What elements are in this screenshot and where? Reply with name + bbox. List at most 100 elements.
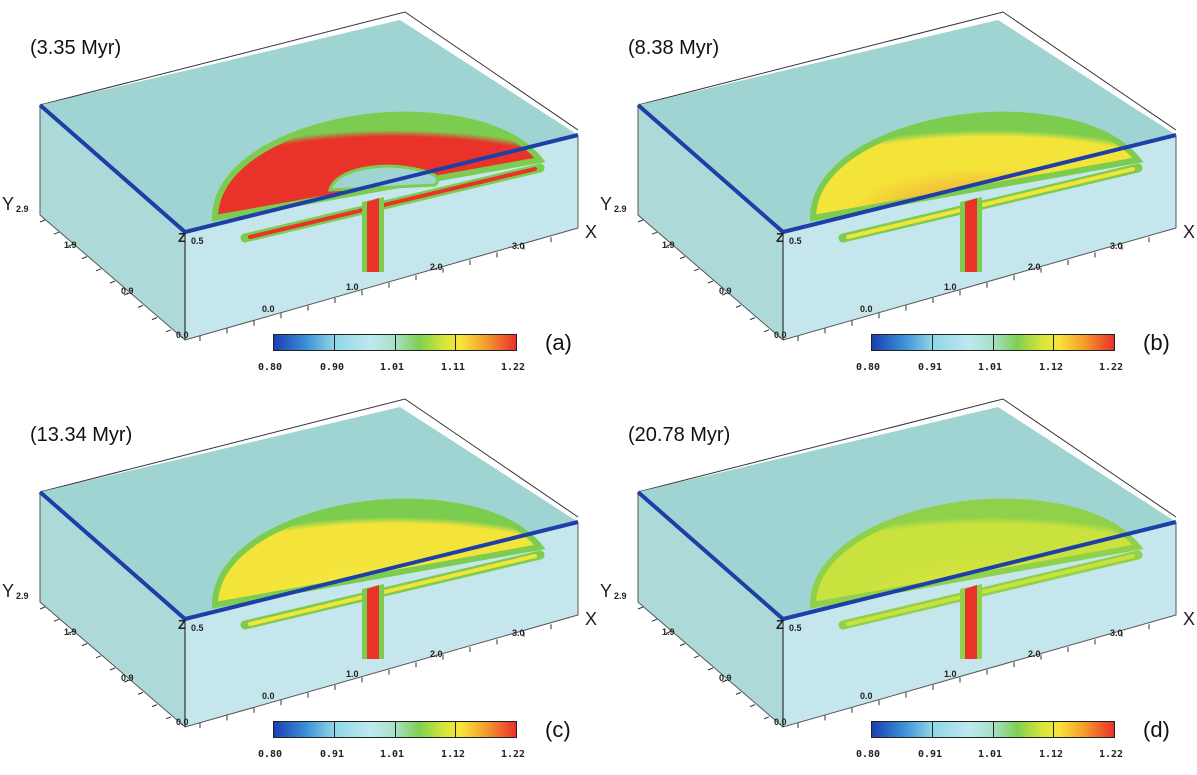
box-back-edge (637, 398, 1177, 518)
plume-ring-hole (328, 164, 440, 192)
y-tick-mark (679, 643, 686, 647)
x-tick-label: 3.0 (512, 241, 525, 251)
y-tick-mark (67, 630, 74, 634)
colorbar-tick: 0.91 (918, 749, 943, 760)
y-tick-mark (67, 243, 74, 247)
y-tick-mark (137, 304, 144, 308)
y-tick-label: 2.9 (16, 204, 29, 214)
y-tick-label: 2.9 (614, 204, 627, 214)
z-axis-label: Z (178, 617, 186, 632)
colorbar-tick: 0.91 (918, 362, 943, 373)
colorbar (871, 334, 1115, 351)
y-tick-mark (39, 606, 46, 610)
y-tick-mark (109, 667, 116, 671)
colorbar-tick: 1.01 (380, 362, 405, 373)
z-tick-label: 0.5 (789, 623, 802, 633)
x-tick-label: 2.0 (1028, 649, 1041, 659)
x-tick-label: 2.0 (430, 649, 443, 659)
x-tick-label: 0.0 (262, 304, 275, 314)
y-tick-label: 0.9 (121, 673, 134, 683)
y-tick-label: 0.0 (774, 717, 787, 727)
plume-conduit-core (965, 585, 977, 659)
colorbar-tick: 0.91 (320, 749, 345, 760)
y-tick-mark (707, 667, 714, 671)
plume-head (809, 111, 1144, 222)
plume-conduit-core (367, 585, 379, 659)
colorbar-tick: 1.22 (1099, 362, 1124, 373)
x-axis-label: X (585, 222, 597, 242)
y-tick-mark (749, 317, 756, 321)
x-tick-label: 0.0 (860, 691, 873, 701)
plume-conduit-core (367, 198, 379, 272)
x-axis-label: X (1183, 222, 1195, 242)
panel-b: X Y Z 0.5 0.0 1.0 2.0 3.0 2.9 1.9 0.9 0.0 (8.38 Myr… (598, 0, 1196, 387)
box-back-edge (39, 398, 579, 518)
panel-label: (d) (1143, 717, 1170, 742)
y-tick-mark (151, 317, 158, 321)
y-tick-mark (735, 304, 742, 308)
colorbar (273, 334, 517, 351)
y-tick-mark (53, 618, 60, 622)
y-tick-label: 0.0 (176, 330, 189, 340)
y-tick-mark (679, 256, 686, 260)
plume-conduit-core (965, 198, 977, 272)
colorbar-tick: 1.11 (441, 362, 466, 373)
y-tick-label: 1.9 (64, 627, 77, 637)
y-tick-label: 0.0 (774, 330, 787, 340)
colorbar-ticks: 0.80 0.91 1.01 1.12 1.22 (856, 362, 1128, 376)
y-tick-label: 0.0 (176, 717, 189, 727)
y-tick-mark (707, 280, 714, 284)
panel-d: X Y Z 0.5 0.0 1.0 2.0 3.0 2.9 1.9 0.9 0.0 (20.78 My… (598, 387, 1196, 774)
y-tick-label: 2.9 (614, 591, 627, 601)
y-tick-mark (749, 704, 756, 708)
colorbar-tick: 0.90 (320, 362, 345, 373)
colorbar-tick: 1.22 (1099, 749, 1124, 760)
colorbar (273, 721, 517, 738)
y-tick-label: 0.9 (719, 286, 732, 296)
x-tick-label: 1.0 (346, 669, 359, 679)
y-tick-mark (81, 256, 88, 260)
y-tick-mark (53, 231, 60, 235)
x-tick-label: 2.0 (1028, 262, 1041, 272)
y-tick-mark (137, 691, 144, 695)
y-tick-mark (123, 679, 130, 683)
x-tick-label: 3.0 (1110, 241, 1123, 251)
colorbar-ticks: 0.80 0.91 1.01 1.12 1.22 (856, 749, 1128, 763)
colorbar-tick: 1.01 (978, 749, 1003, 760)
y-tick-mark (109, 280, 116, 284)
z-axis-label: Z (776, 617, 784, 632)
x-axis-label: X (1183, 609, 1195, 629)
y-tick-mark (123, 292, 130, 296)
model-box-3d: X Y Z 0.5 0.0 1.0 2.0 3.0 2.9 1.9 0.9 0.0 (2, 398, 597, 728)
y-axis-label: Y (600, 194, 612, 214)
model-box-3d: X Y Z 0.5 0.0 1.0 2.0 3.0 2.9 1.9 0.9 0.0 (600, 398, 1195, 728)
spreading-layer-core (846, 554, 1135, 626)
y-tick-mark (637, 219, 644, 223)
x-tick-label: 2.0 (430, 262, 443, 272)
spreading-layer-core (248, 167, 537, 239)
model-box-3d: X Y Z 0.5 0.0 1.0 2.0 3.0 2.9 1.9 0.9 0.0 (2, 11, 597, 341)
top-face (638, 20, 1176, 232)
y-axis-label: Y (2, 581, 14, 601)
colorbar-tick: 1.22 (501, 749, 526, 760)
y-tick-mark (665, 243, 672, 247)
y-tick-mark (637, 606, 644, 610)
y-tick-label: 1.9 (662, 240, 675, 250)
colorbar (871, 721, 1115, 738)
y-axis-label: Y (2, 194, 14, 214)
spreading-layer-core (248, 554, 537, 626)
z-tick-label: 0.5 (789, 236, 802, 246)
time-label: (3.35 Myr) (30, 37, 122, 59)
panel-a: X Y Z 0.5 0.0 1.0 2.0 3.0 2.9 1.9 0.9 0.0 (3.35 Myr… (0, 0, 598, 387)
y-tick-mark (165, 716, 172, 720)
y-tick-mark (651, 231, 658, 235)
top-face (40, 407, 578, 619)
y-tick-mark (665, 630, 672, 634)
plume-head (211, 498, 546, 609)
y-tick-mark (81, 643, 88, 647)
z-tick-label: 0.5 (191, 623, 204, 633)
panel-label: (c) (545, 717, 571, 742)
model-box-3d: X Y Z 0.5 0.0 1.0 2.0 3.0 2.9 1.9 0.9 0.0 (600, 11, 1195, 341)
left-face (638, 492, 783, 727)
x-axis-label: X (585, 609, 597, 629)
